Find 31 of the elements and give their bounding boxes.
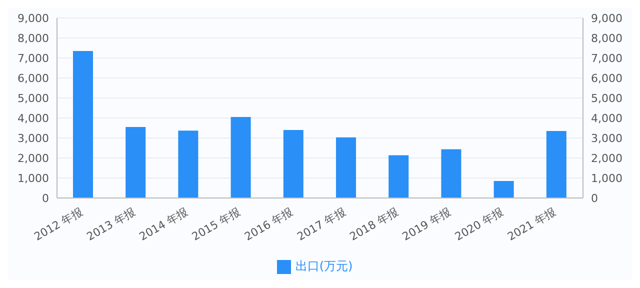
y2-tick-label: 9,000 bbox=[591, 12, 622, 25]
bar bbox=[494, 181, 514, 198]
y2-tick-label: 1,000 bbox=[591, 172, 622, 185]
y-tick-label: 3,000 bbox=[18, 132, 49, 145]
y-tick-label: 0 bbox=[42, 192, 49, 205]
bar bbox=[441, 149, 462, 198]
bar bbox=[388, 155, 409, 198]
y2-tick-label: 0 bbox=[591, 192, 598, 205]
y2-tick-label: 6,000 bbox=[591, 72, 622, 85]
y2-tick-label: 8,000 bbox=[591, 32, 622, 45]
bar bbox=[546, 131, 566, 198]
y2-tick-label: 3,000 bbox=[591, 132, 622, 145]
y-tick-label: 2,000 bbox=[18, 152, 49, 165]
y-tick-label: 1,000 bbox=[18, 172, 49, 185]
y-tick-label: 5,000 bbox=[18, 92, 49, 105]
bar bbox=[283, 130, 304, 198]
bar bbox=[73, 51, 93, 198]
y2-tick-label: 5,000 bbox=[591, 92, 622, 105]
y2-tick-label: 4,000 bbox=[591, 112, 622, 125]
bar bbox=[336, 137, 356, 198]
y2-tick-label: 2,000 bbox=[591, 152, 622, 165]
y2-tick-label: 7,000 bbox=[591, 52, 622, 65]
y-tick-label: 8,000 bbox=[18, 32, 49, 45]
bar bbox=[230, 117, 251, 198]
y-tick-label: 7,000 bbox=[18, 52, 49, 65]
y-tick-label: 4,000 bbox=[18, 112, 49, 125]
bar bbox=[178, 130, 198, 198]
legend-label: 出口(万元) bbox=[295, 259, 353, 273]
bar bbox=[126, 127, 146, 198]
y-tick-label: 6,000 bbox=[18, 72, 49, 85]
y-tick-label: 9,000 bbox=[18, 12, 49, 25]
